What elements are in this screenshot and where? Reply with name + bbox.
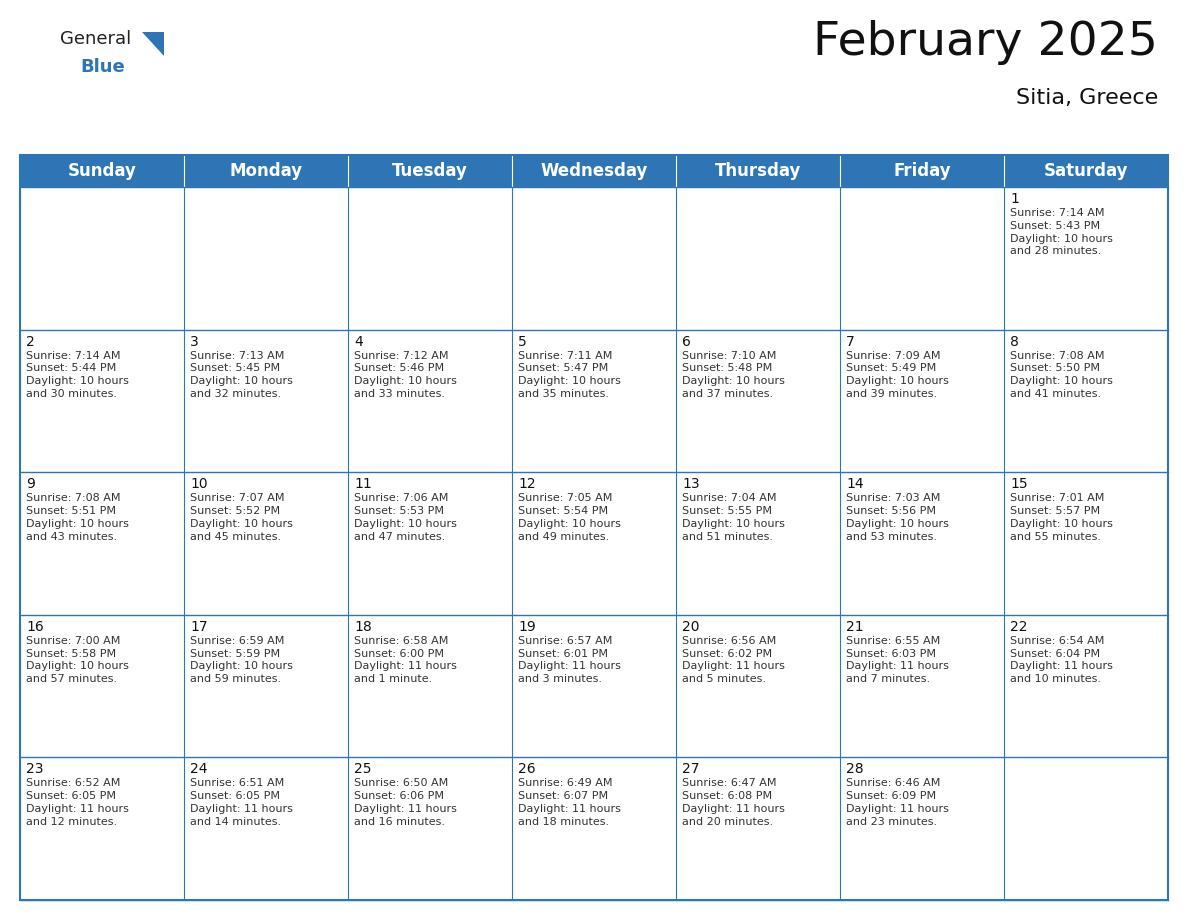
Text: Sunrise: 6:51 AM
Sunset: 6:05 PM
Daylight: 11 hours
and 14 minutes.: Sunrise: 6:51 AM Sunset: 6:05 PM Dayligh…	[190, 778, 293, 827]
Text: Sunrise: 6:49 AM
Sunset: 6:07 PM
Daylight: 11 hours
and 18 minutes.: Sunrise: 6:49 AM Sunset: 6:07 PM Dayligh…	[518, 778, 621, 827]
Bar	[20, 155, 1168, 187]
Text: 24: 24	[190, 763, 208, 777]
Text: Sunrise: 6:54 AM
Sunset: 6:04 PM
Daylight: 11 hours
and 10 minutes.: Sunrise: 6:54 AM Sunset: 6:04 PM Dayligh…	[1010, 636, 1113, 684]
Text: 8: 8	[1010, 334, 1019, 349]
Text: 11: 11	[354, 477, 372, 491]
Text: Sunrise: 6:56 AM
Sunset: 6:02 PM
Daylight: 11 hours
and 5 minutes.: Sunrise: 6:56 AM Sunset: 6:02 PM Dayligh…	[682, 636, 785, 684]
Text: Sunrise: 6:58 AM
Sunset: 6:00 PM
Daylight: 11 hours
and 1 minute.: Sunrise: 6:58 AM Sunset: 6:00 PM Dayligh…	[354, 636, 457, 684]
Polygon shape	[143, 32, 164, 56]
Text: 5: 5	[518, 334, 526, 349]
Text: Sunday: Sunday	[68, 162, 137, 180]
Bar	[20, 155, 1168, 900]
Text: 19: 19	[518, 620, 536, 633]
Text: Sunrise: 6:50 AM
Sunset: 6:06 PM
Daylight: 11 hours
and 16 minutes.: Sunrise: 6:50 AM Sunset: 6:06 PM Dayligh…	[354, 778, 457, 827]
Text: Sunrise: 6:57 AM
Sunset: 6:01 PM
Daylight: 11 hours
and 3 minutes.: Sunrise: 6:57 AM Sunset: 6:01 PM Dayligh…	[518, 636, 621, 684]
Text: Sunrise: 6:46 AM
Sunset: 6:09 PM
Daylight: 11 hours
and 23 minutes.: Sunrise: 6:46 AM Sunset: 6:09 PM Dayligh…	[846, 778, 949, 827]
Text: 12: 12	[518, 477, 536, 491]
Text: 16: 16	[26, 620, 44, 633]
Text: Blue: Blue	[80, 58, 125, 76]
Text: Sunrise: 7:00 AM
Sunset: 5:58 PM
Daylight: 10 hours
and 57 minutes.: Sunrise: 7:00 AM Sunset: 5:58 PM Dayligh…	[26, 636, 128, 684]
Text: 28: 28	[846, 763, 864, 777]
Text: 1: 1	[1010, 192, 1019, 206]
Text: Sunrise: 6:47 AM
Sunset: 6:08 PM
Daylight: 11 hours
and 20 minutes.: Sunrise: 6:47 AM Sunset: 6:08 PM Dayligh…	[682, 778, 785, 827]
Text: Sunrise: 7:09 AM
Sunset: 5:49 PM
Daylight: 10 hours
and 39 minutes.: Sunrise: 7:09 AM Sunset: 5:49 PM Dayligh…	[846, 351, 949, 399]
Text: Sunrise: 7:05 AM
Sunset: 5:54 PM
Daylight: 10 hours
and 49 minutes.: Sunrise: 7:05 AM Sunset: 5:54 PM Dayligh…	[518, 493, 621, 542]
Text: 21: 21	[846, 620, 864, 633]
Text: 18: 18	[354, 620, 372, 633]
Text: Sunrise: 7:08 AM
Sunset: 5:50 PM
Daylight: 10 hours
and 41 minutes.: Sunrise: 7:08 AM Sunset: 5:50 PM Dayligh…	[1010, 351, 1113, 399]
Text: Monday: Monday	[229, 162, 303, 180]
Text: Sunrise: 7:06 AM
Sunset: 5:53 PM
Daylight: 10 hours
and 47 minutes.: Sunrise: 7:06 AM Sunset: 5:53 PM Dayligh…	[354, 493, 457, 542]
Text: 23: 23	[26, 763, 44, 777]
Text: Tuesday: Tuesday	[392, 162, 468, 180]
Text: Sunrise: 6:52 AM
Sunset: 6:05 PM
Daylight: 11 hours
and 12 minutes.: Sunrise: 6:52 AM Sunset: 6:05 PM Dayligh…	[26, 778, 128, 827]
Text: Sunrise: 7:13 AM
Sunset: 5:45 PM
Daylight: 10 hours
and 32 minutes.: Sunrise: 7:13 AM Sunset: 5:45 PM Dayligh…	[190, 351, 293, 399]
Text: Wednesday: Wednesday	[541, 162, 647, 180]
Text: 9: 9	[26, 477, 34, 491]
Text: Thursday: Thursday	[715, 162, 801, 180]
Text: Sunrise: 7:14 AM
Sunset: 5:44 PM
Daylight: 10 hours
and 30 minutes.: Sunrise: 7:14 AM Sunset: 5:44 PM Dayligh…	[26, 351, 128, 399]
Text: 13: 13	[682, 477, 700, 491]
Text: Sunrise: 7:08 AM
Sunset: 5:51 PM
Daylight: 10 hours
and 43 minutes.: Sunrise: 7:08 AM Sunset: 5:51 PM Dayligh…	[26, 493, 128, 542]
Text: Saturday: Saturday	[1044, 162, 1129, 180]
Bar	[20, 472, 1168, 615]
Text: 2: 2	[26, 334, 34, 349]
Text: Sunrise: 7:07 AM
Sunset: 5:52 PM
Daylight: 10 hours
and 45 minutes.: Sunrise: 7:07 AM Sunset: 5:52 PM Dayligh…	[190, 493, 293, 542]
Bar	[20, 187, 1168, 330]
Text: 25: 25	[354, 763, 372, 777]
Text: 20: 20	[682, 620, 700, 633]
Text: 3: 3	[190, 334, 198, 349]
Text: General: General	[61, 30, 131, 48]
Text: 17: 17	[190, 620, 208, 633]
Text: 27: 27	[682, 763, 700, 777]
Text: February 2025: February 2025	[813, 20, 1158, 65]
Text: 6: 6	[682, 334, 691, 349]
Bar	[20, 757, 1168, 900]
Text: 15: 15	[1010, 477, 1028, 491]
Text: Friday: Friday	[893, 162, 950, 180]
Text: Sunrise: 7:11 AM
Sunset: 5:47 PM
Daylight: 10 hours
and 35 minutes.: Sunrise: 7:11 AM Sunset: 5:47 PM Dayligh…	[518, 351, 621, 399]
Text: 4: 4	[354, 334, 362, 349]
Bar	[20, 330, 1168, 472]
Text: Sunrise: 6:59 AM
Sunset: 5:59 PM
Daylight: 10 hours
and 59 minutes.: Sunrise: 6:59 AM Sunset: 5:59 PM Dayligh…	[190, 636, 293, 684]
Text: Sunrise: 7:04 AM
Sunset: 5:55 PM
Daylight: 10 hours
and 51 minutes.: Sunrise: 7:04 AM Sunset: 5:55 PM Dayligh…	[682, 493, 785, 542]
Text: 14: 14	[846, 477, 864, 491]
Text: Sunrise: 7:03 AM
Sunset: 5:56 PM
Daylight: 10 hours
and 53 minutes.: Sunrise: 7:03 AM Sunset: 5:56 PM Dayligh…	[846, 493, 949, 542]
Text: 10: 10	[190, 477, 208, 491]
Text: Sitia, Greece: Sitia, Greece	[1016, 88, 1158, 108]
Text: Sunrise: 7:12 AM
Sunset: 5:46 PM
Daylight: 10 hours
and 33 minutes.: Sunrise: 7:12 AM Sunset: 5:46 PM Dayligh…	[354, 351, 457, 399]
Text: 22: 22	[1010, 620, 1028, 633]
Text: Sunrise: 7:10 AM
Sunset: 5:48 PM
Daylight: 10 hours
and 37 minutes.: Sunrise: 7:10 AM Sunset: 5:48 PM Dayligh…	[682, 351, 785, 399]
Text: Sunrise: 7:14 AM
Sunset: 5:43 PM
Daylight: 10 hours
and 28 minutes.: Sunrise: 7:14 AM Sunset: 5:43 PM Dayligh…	[1010, 208, 1113, 256]
Text: 7: 7	[846, 334, 854, 349]
Text: Sunrise: 7:01 AM
Sunset: 5:57 PM
Daylight: 10 hours
and 55 minutes.: Sunrise: 7:01 AM Sunset: 5:57 PM Dayligh…	[1010, 493, 1113, 542]
Text: 26: 26	[518, 763, 536, 777]
Text: Sunrise: 6:55 AM
Sunset: 6:03 PM
Daylight: 11 hours
and 7 minutes.: Sunrise: 6:55 AM Sunset: 6:03 PM Dayligh…	[846, 636, 949, 684]
Bar	[20, 615, 1168, 757]
